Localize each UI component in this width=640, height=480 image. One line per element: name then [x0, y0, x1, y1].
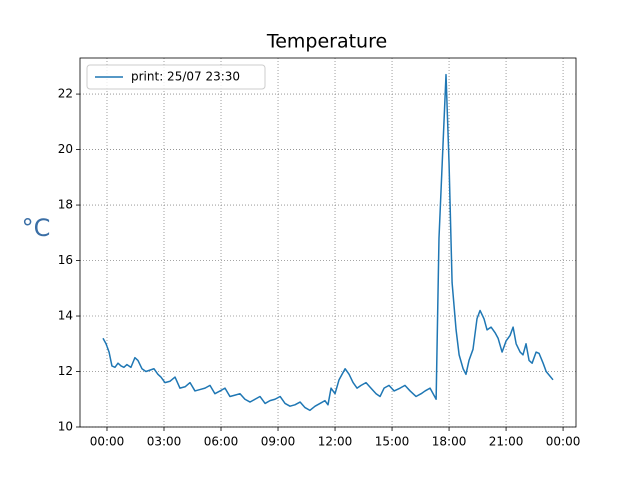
x-tick-label: 00:00 — [546, 435, 581, 449]
x-tick-label: 15:00 — [375, 435, 410, 449]
y-axis-label: °C — [22, 214, 51, 242]
plot-frame — [79, 57, 577, 428]
y-tick-label: 16 — [58, 253, 73, 267]
data-line — [102, 73, 554, 412]
y-tick-label: 12 — [58, 364, 73, 378]
x-tick-label: 06:00 — [204, 435, 239, 449]
x-tick-label: 12:00 — [318, 435, 353, 449]
y-tick-label: 20 — [58, 142, 73, 156]
chart-title: Temperature — [266, 31, 387, 53]
x-tick-label: 18:00 — [432, 435, 467, 449]
x-tick-label: 09:00 — [261, 435, 296, 449]
x-tick-label: 00:00 — [90, 435, 125, 449]
x-tick-label: 03:00 — [147, 435, 182, 449]
legend-box — [86, 64, 266, 90]
y-tick-label: 14 — [58, 309, 73, 323]
y-tick-label: 22 — [58, 87, 73, 101]
legend-label: print: 25/07 23:30 — [131, 70, 240, 84]
x-tick-label: 21:00 — [489, 435, 524, 449]
y-tick-label: 10 — [58, 420, 73, 434]
y-tick-label: 18 — [58, 198, 73, 212]
